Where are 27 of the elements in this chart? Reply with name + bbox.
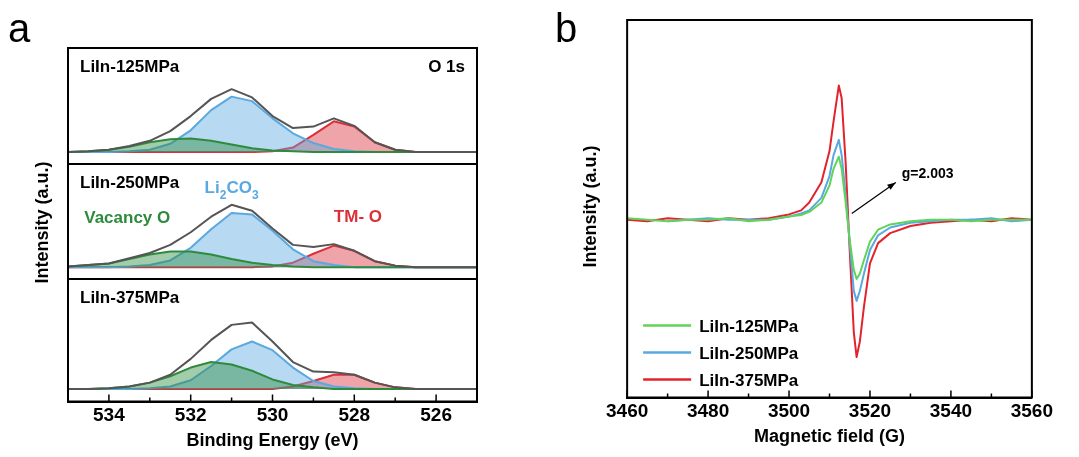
x-tick-label: 528 (338, 404, 371, 426)
x-tick-label: 3520 (848, 400, 892, 422)
x-tick-label: 3480 (686, 400, 730, 422)
legend-label: LiIn-250MPa (699, 343, 799, 363)
chart-title: a (8, 6, 31, 50)
chart-subtitle: LiIn-375MPa (80, 288, 180, 307)
y-axis-title: Intensity (a.u.) (579, 144, 601, 268)
legend-label: LiIn-375MPa (699, 370, 799, 390)
x-tick-label: 526 (420, 404, 452, 426)
chart-title: b (555, 6, 578, 50)
series-label: TM- O (333, 207, 383, 227)
y-axis-title: Intensity (a.u.) (31, 160, 53, 284)
x-tick-label: 532 (174, 404, 207, 426)
series-label: Vacancy O (84, 207, 171, 227)
x-tick-label: 534 (93, 404, 126, 426)
chart-subtitle: LiIn-250MPa (80, 173, 180, 192)
chart-subtitle: LiIn-125MPa (80, 57, 180, 76)
legend-label: LiIn-125MPa (699, 316, 799, 336)
x-tick-label: 3500 (767, 400, 811, 422)
x-axis-title: Binding Energy (eV) (186, 430, 359, 451)
x-axis-title: Magnetic field (G) (753, 426, 906, 447)
text: O 1s (428, 57, 465, 76)
x-tick-label: 3460 (605, 400, 649, 422)
x-tick-label: 530 (256, 404, 289, 426)
x-tick-label: 3540 (929, 400, 973, 422)
x-tick-label: 3560 (1010, 400, 1054, 422)
annotation: g=2.003 (901, 165, 954, 182)
